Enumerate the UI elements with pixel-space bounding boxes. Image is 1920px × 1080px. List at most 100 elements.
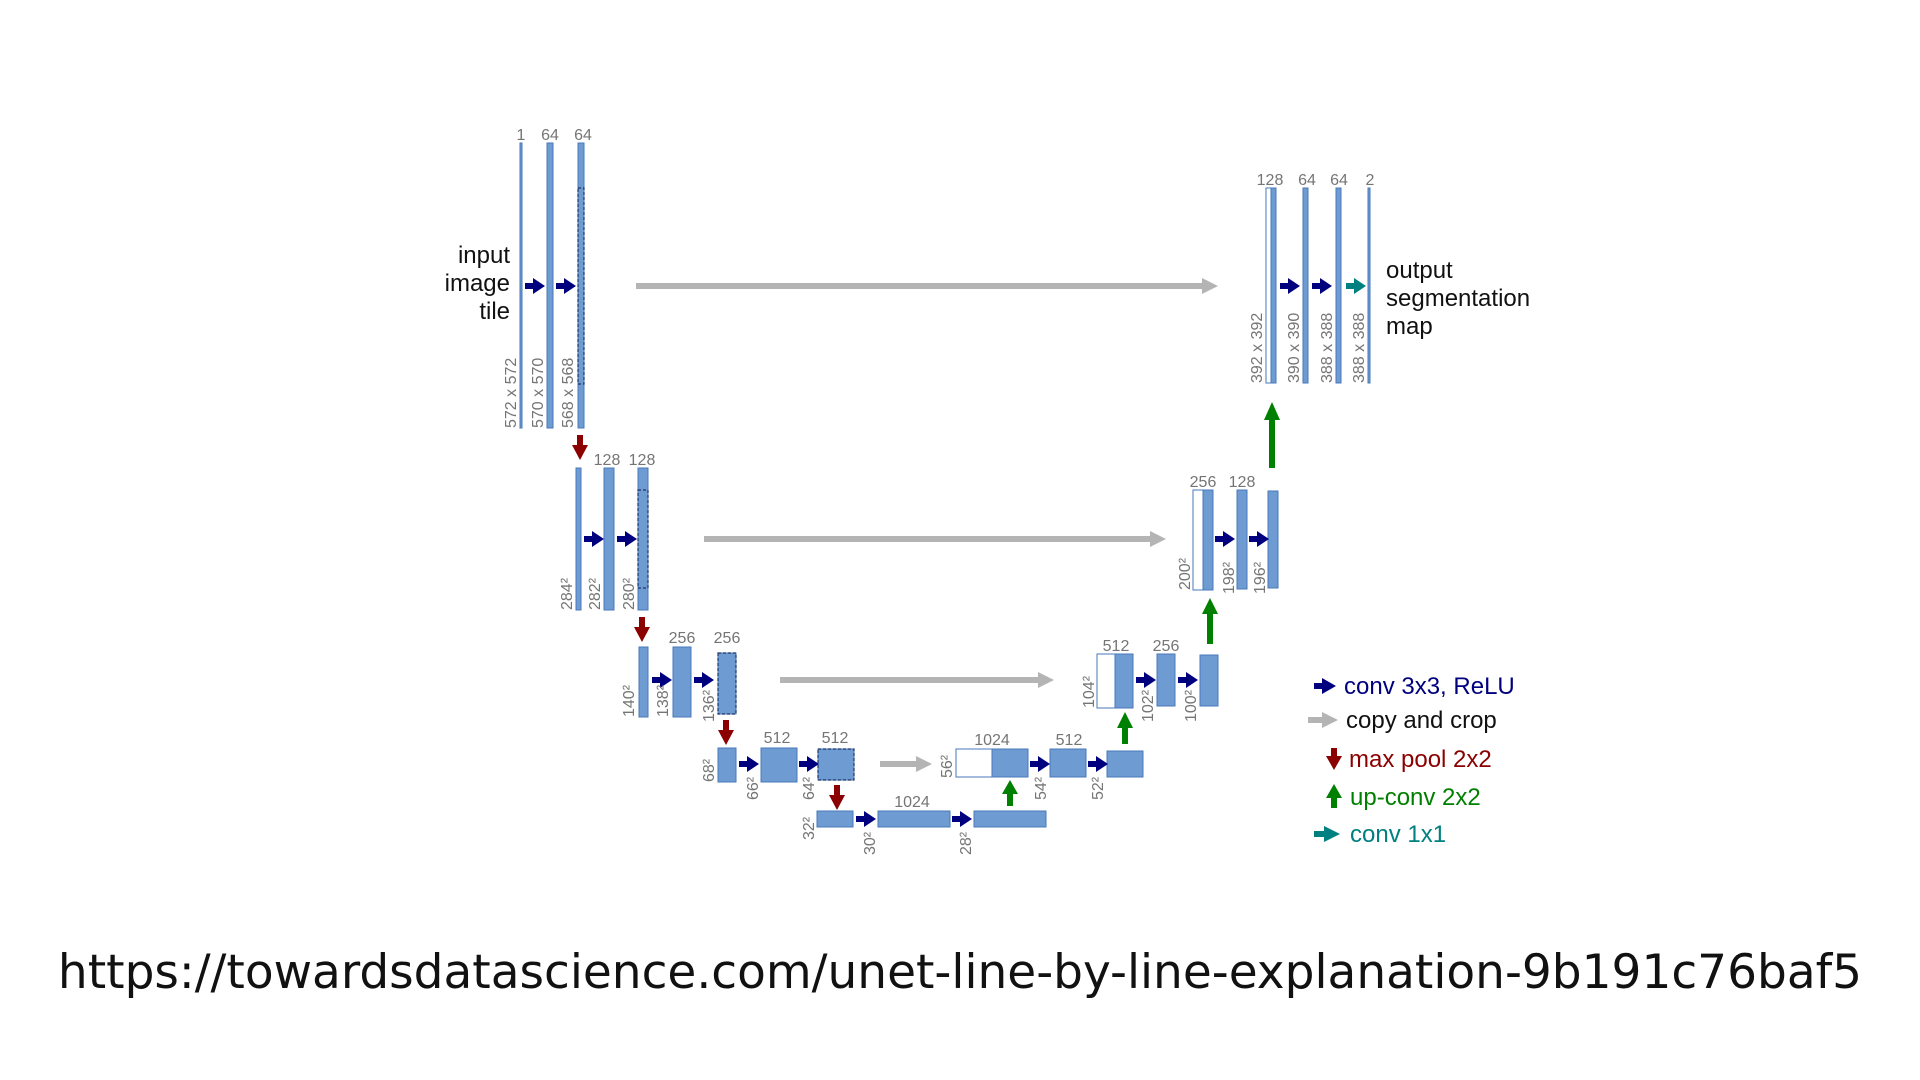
crop-region xyxy=(577,187,585,385)
max-pool-arrow-icon xyxy=(634,617,650,642)
feature-map xyxy=(760,747,798,783)
feature-map xyxy=(1192,489,1204,591)
crop-region xyxy=(817,748,855,781)
channel-label: 64 xyxy=(541,127,559,144)
input-label-line: input xyxy=(458,242,510,269)
size-label: 30² xyxy=(862,831,879,855)
crop-region xyxy=(717,652,737,715)
max-pool-arrow-icon xyxy=(718,720,734,745)
size-label: 100² xyxy=(1183,689,1200,722)
channel-label: 64 xyxy=(1330,172,1348,189)
feature-map xyxy=(717,747,737,783)
channel-label: 2 xyxy=(1366,172,1375,189)
feature-map xyxy=(1202,489,1214,591)
channel-label: 64 xyxy=(1298,172,1316,189)
input-label: input image tile xyxy=(445,242,511,325)
max-pool-arrow-icon xyxy=(1326,748,1342,770)
feature-map xyxy=(637,467,649,611)
legend-item-conv: conv 3x3, ReLU xyxy=(1314,673,1515,700)
size-label: 390 x 390 xyxy=(1286,313,1303,383)
feature-map xyxy=(1049,748,1087,778)
size-label: 28² xyxy=(958,831,975,855)
conv-arrow-icon xyxy=(584,531,604,547)
encoder-level-2: 128 128 284² 282² 280² xyxy=(559,452,655,611)
encoder-level-3: 256 256 140² 138² 136² xyxy=(621,630,740,722)
conv-arrow-icon xyxy=(1215,531,1235,547)
legend-item-copy: copy and crop xyxy=(1308,707,1497,734)
up-conv-arrow-icon xyxy=(1002,780,1018,806)
channel-label: 64 xyxy=(574,127,592,144)
channel-label: 256 xyxy=(1190,474,1217,491)
conv-arrow-icon xyxy=(739,756,759,772)
size-label: 282² xyxy=(587,577,604,610)
up-conv-arrow-icon xyxy=(1264,402,1280,468)
size-label: 136² xyxy=(701,689,718,722)
legend-item-conv1x1: conv 1x1 xyxy=(1314,821,1446,848)
conv-arrow-icon xyxy=(799,756,819,772)
crop-region xyxy=(637,489,649,589)
feature-map xyxy=(1096,653,1116,709)
size-label: 68² xyxy=(701,758,718,782)
feature-map xyxy=(1199,654,1219,707)
conv-arrow-icon xyxy=(952,811,972,827)
conv-arrow-icon xyxy=(652,672,672,688)
conv-arrow-icon xyxy=(1280,278,1300,294)
legend-label: copy and crop xyxy=(1346,707,1497,734)
output-label-line: output xyxy=(1386,257,1453,284)
feature-map xyxy=(877,810,951,828)
size-label: 572 x 572 xyxy=(503,358,520,428)
conv-1x1-arrow-icon xyxy=(1346,278,1366,294)
conv-arrow-icon xyxy=(1314,678,1336,694)
conv-arrow-icon xyxy=(1030,756,1050,772)
feature-map xyxy=(603,467,615,611)
channel-label: 1024 xyxy=(974,732,1010,749)
decoder-level-1: 128 64 64 2 392 x 392 390 x 390 388 x 38… xyxy=(1249,172,1375,384)
copy-crop-arrow-icon xyxy=(880,756,932,772)
legend-label: conv 3x3, ReLU xyxy=(1344,673,1515,700)
channel-label: 128 xyxy=(1229,474,1256,491)
source-url: https://towardsdatascience.com/unet-line… xyxy=(57,945,1863,1000)
feature-map xyxy=(1367,187,1371,384)
feature-map xyxy=(817,748,855,781)
legend-item-upconv: up-conv 2x2 xyxy=(1326,784,1481,811)
decoder-level-2: 256 128 200² 198² 196² xyxy=(1177,474,1279,594)
channel-label: 512 xyxy=(1103,638,1130,655)
decoder-level-4: 1024 512 56² 54² 52² xyxy=(939,732,1144,800)
feature-map xyxy=(1265,187,1272,384)
up-conv-arrow-icon xyxy=(1202,598,1218,644)
conv-arrow-icon xyxy=(1178,672,1198,688)
legend-item-pool: max pool 2x2 xyxy=(1326,746,1492,773)
feature-map xyxy=(1335,187,1342,384)
output-label-line: map xyxy=(1386,313,1433,340)
conv-arrow-icon xyxy=(1249,531,1269,547)
channel-label: 512 xyxy=(822,730,849,747)
channel-label: 256 xyxy=(1153,638,1180,655)
feature-map xyxy=(575,467,582,611)
feature-map xyxy=(973,810,1047,828)
channel-label: 1 xyxy=(517,127,526,144)
size-label: 570 x 570 xyxy=(530,358,547,428)
feature-map xyxy=(717,652,737,715)
legend-label: max pool 2x2 xyxy=(1349,746,1492,773)
feature-map xyxy=(1114,653,1134,709)
size-label: 32² xyxy=(801,816,818,840)
size-label: 388 x 388 xyxy=(1351,313,1368,383)
size-label: 198² xyxy=(1221,561,1238,594)
conv-arrow-icon xyxy=(1088,756,1108,772)
feature-map xyxy=(1267,490,1279,589)
conv-arrow-icon xyxy=(1136,672,1156,688)
max-pool-arrow-icon xyxy=(572,435,588,460)
feature-map xyxy=(991,748,1029,778)
legend: conv 3x3, ReLU copy and crop max pool 2x… xyxy=(1308,673,1515,848)
size-label: 280² xyxy=(621,577,638,610)
size-label: 104² xyxy=(1081,675,1098,708)
size-label: 140² xyxy=(621,684,638,717)
feature-map xyxy=(1270,187,1277,384)
size-label: 284² xyxy=(559,577,576,610)
feature-map xyxy=(1156,653,1176,707)
size-label: 64² xyxy=(801,776,818,800)
feature-map xyxy=(1302,187,1309,384)
channel-label: 128 xyxy=(594,452,621,469)
